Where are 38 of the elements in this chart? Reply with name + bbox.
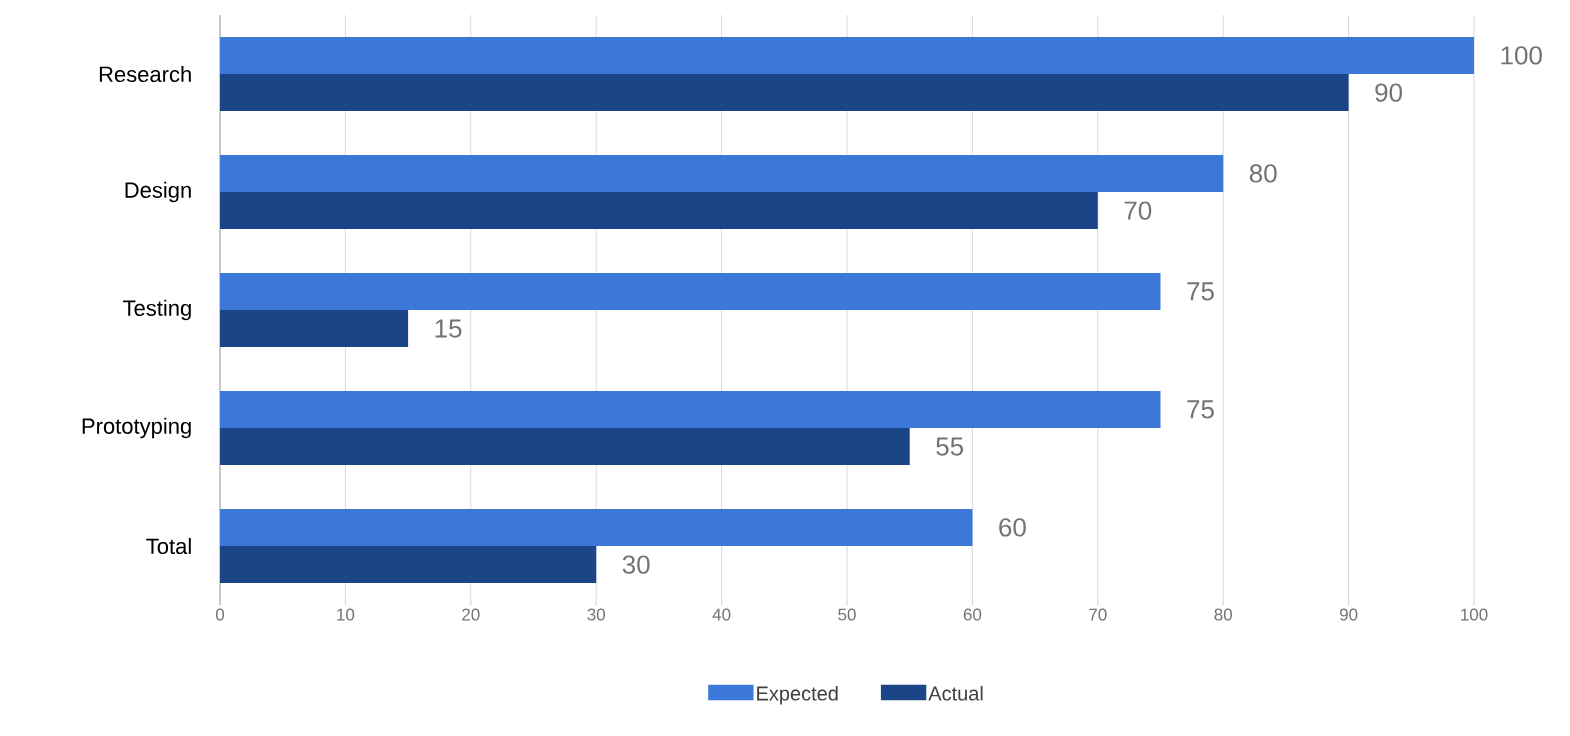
data-label: 55	[936, 437, 964, 456]
bar	[220, 36, 1475, 74]
x-tick-label: 30	[587, 608, 605, 621]
x-tick-label: 90	[1339, 608, 1358, 621]
data-label: 90	[1375, 83, 1403, 102]
data-label: 80	[1249, 164, 1277, 183]
data-label: 75	[1187, 282, 1214, 301]
x-tick-label: 100	[1461, 608, 1488, 621]
y-tick-label: Testing	[123, 299, 191, 321]
x-tick-label: 40	[712, 608, 731, 621]
y-tick-label: Prototyping	[82, 417, 191, 439]
data-label: 60	[999, 518, 1026, 537]
data-label: 75	[1187, 400, 1214, 419]
bar	[220, 154, 1224, 192]
data-label: 15	[435, 319, 462, 338]
data-label: 100	[1501, 46, 1542, 65]
x-tick-label: 70	[1089, 608, 1107, 621]
legend-label: Actual	[928, 685, 983, 701]
x-tick-label: 80	[1214, 608, 1232, 621]
legend-label: Expected	[757, 685, 838, 705]
x-tick-label: 20	[462, 608, 480, 621]
x-tick-label: 0	[215, 608, 225, 621]
data-label: 70	[1124, 201, 1152, 220]
x-tick-label: 60	[963, 608, 982, 621]
data-label: 30	[622, 555, 650, 574]
x-tick-label: 50	[838, 608, 856, 621]
y-tick-label: Research	[99, 65, 191, 83]
bar	[220, 508, 973, 546]
y-tick-label: Total	[146, 537, 191, 555]
bar	[220, 428, 910, 466]
x-tick-label: 10	[337, 608, 355, 621]
bar	[220, 74, 1349, 112]
bar	[220, 546, 597, 584]
bar	[220, 192, 1098, 230]
bar	[220, 310, 409, 348]
bar	[220, 390, 1161, 428]
y-tick-label: Design	[125, 181, 191, 203]
bar	[220, 272, 1161, 310]
